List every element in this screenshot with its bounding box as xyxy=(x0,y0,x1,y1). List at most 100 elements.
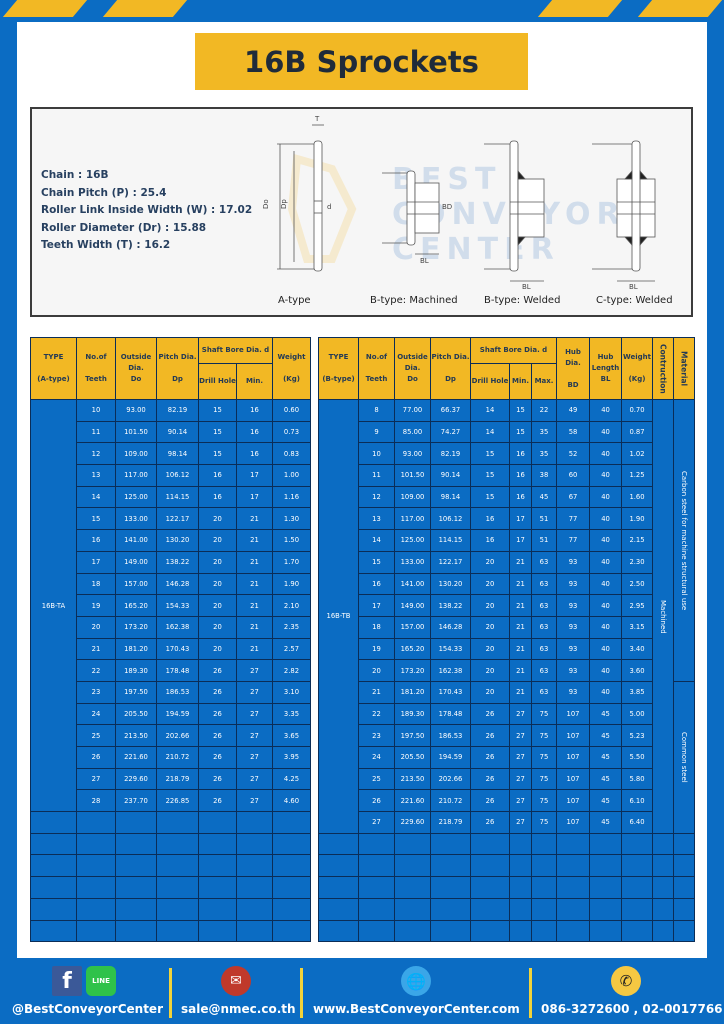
cell-hub-length: 45 xyxy=(589,811,623,834)
cell-outside-dia: 149.00 xyxy=(115,550,157,574)
label-dp: Dp xyxy=(280,199,288,209)
cell-drill-hole: 20 xyxy=(198,637,237,661)
cell-teeth: 24 xyxy=(358,746,395,769)
cell-hub-dia: 107 xyxy=(556,724,591,747)
cell-drill-hole: 15 xyxy=(198,399,237,422)
label-bd: BD xyxy=(442,203,452,211)
cell-min-bore: 27 xyxy=(236,767,273,791)
cell-outside-dia: 125.00 xyxy=(394,529,431,552)
cell-max-bore: 63 xyxy=(530,659,558,682)
table-row: 27 229.60 218.79 26 27 75 107 45 6.40 xyxy=(319,811,695,834)
table-row: 17 149.00 138.22 20 21 1.70 xyxy=(31,550,311,574)
empty-cell xyxy=(430,854,471,878)
cell-min-bore: 27 xyxy=(236,702,273,726)
cell-min-bore: 27 xyxy=(236,659,273,682)
cell-weight: 2.95 xyxy=(621,594,654,617)
cell-teeth: 12 xyxy=(358,485,395,509)
empty-cell xyxy=(556,876,591,899)
cell-outside-dia: 133.00 xyxy=(115,507,157,531)
empty-cell xyxy=(430,832,471,856)
table-row: 15 133.00 122.17 20 21 1.30 xyxy=(31,507,311,531)
empty-cell xyxy=(358,876,395,899)
phone-number[interactable]: 086-3272600 , 02-0017766 xyxy=(541,1002,723,1016)
cell-teeth: 15 xyxy=(358,550,395,574)
website-link[interactable]: www.BestConveyorCenter.com xyxy=(313,1002,520,1016)
cell-pitch-dia: 82.19 xyxy=(156,399,199,422)
empty-cell xyxy=(156,811,199,834)
cell-drill-hole: 15 xyxy=(470,485,510,509)
cell-pitch-dia: 210.72 xyxy=(156,746,199,769)
cell-outside-dia: 197.50 xyxy=(115,680,157,704)
cell-hub-dia: 107 xyxy=(556,746,591,769)
cell-hub-dia: 67 xyxy=(556,485,591,509)
cell-max-bore: 63 xyxy=(530,594,558,617)
cell-min-bore: 17 xyxy=(509,529,532,552)
cell-hub-length: 40 xyxy=(589,507,623,531)
cell-teeth: 25 xyxy=(76,724,116,747)
empty-cell xyxy=(556,919,591,943)
cell-teeth: 14 xyxy=(358,529,395,552)
empty-cell xyxy=(530,876,558,899)
empty-cell xyxy=(673,854,696,878)
social-handle[interactable]: @BestConveyorCenter xyxy=(12,1002,163,1016)
line-icon[interactable]: LINE xyxy=(86,966,116,996)
header-outside-dia: Outside Dia. Do xyxy=(394,337,431,400)
cell-hub-length: 40 xyxy=(589,485,623,509)
table-row: 13 117.00 106.12 16 17 1.00 xyxy=(31,464,311,487)
empty-cell xyxy=(530,832,558,856)
cell-pitch-dia: 226.85 xyxy=(156,789,199,813)
globe-icon: 🌐 xyxy=(401,966,431,996)
empty-row xyxy=(30,811,311,834)
cell-drill-hole: 14 xyxy=(470,420,510,444)
empty-cell xyxy=(358,897,395,921)
cell-hub-dia: 93 xyxy=(556,659,591,682)
cell-outside-dia: 149.00 xyxy=(394,594,431,617)
label-bl-welded: BL xyxy=(522,283,531,291)
cell-min-bore: 27 xyxy=(509,702,532,726)
empty-cell xyxy=(236,876,273,899)
facebook-icon[interactable]: f xyxy=(52,966,82,996)
empty-cell xyxy=(509,854,532,878)
empty-cell xyxy=(115,832,157,856)
cell-pitch-dia: 122.17 xyxy=(430,550,471,574)
cell-hub-length: 40 xyxy=(589,464,623,487)
cell-pitch-dia: 162.38 xyxy=(156,615,199,639)
cell-outside-dia: 93.00 xyxy=(115,399,157,422)
table-row: 16 141.00 130.20 20 21 63 93 40 2.50 xyxy=(319,572,695,596)
caption-b-type-welded: B-type: Welded xyxy=(484,295,561,306)
empty-cell xyxy=(673,897,696,921)
sprocket-drawings: BEST CONVEYOR CENTER xyxy=(262,115,656,291)
cell-weight: 4.25 xyxy=(272,767,311,791)
cell-min-bore: 16 xyxy=(509,442,532,466)
empty-cell xyxy=(30,854,77,878)
empty-cell xyxy=(115,897,157,921)
cell-hub-dia: 49 xyxy=(556,399,591,422)
cell-min-bore: 27 xyxy=(236,680,273,704)
cell-max-bore: 75 xyxy=(530,811,558,834)
cell-weight: 5.00 xyxy=(621,702,654,726)
cell-drill-hole: 26 xyxy=(198,702,237,726)
watermark-logo: BEST CONVEYOR CENTER xyxy=(287,153,620,267)
cell-weight: 0.83 xyxy=(272,442,311,466)
empty-row xyxy=(30,897,311,921)
email-link[interactable]: sale@nmec.co.th xyxy=(181,1002,296,1016)
empty-cell xyxy=(430,876,471,899)
empty-cell xyxy=(156,897,199,921)
cell-hub-length: 45 xyxy=(589,702,623,726)
cell-pitch-dia: 146.28 xyxy=(430,615,471,639)
cell-max-bore: 38 xyxy=(530,464,558,487)
cell-weight: 1.00 xyxy=(272,464,311,487)
cell-outside-dia: 221.60 xyxy=(115,746,157,769)
empty-cell xyxy=(358,919,395,943)
cell-hub-dia: 77 xyxy=(556,507,591,531)
header-type: TYPE (B-type) xyxy=(318,337,359,400)
cell-max-bore: 75 xyxy=(530,767,558,791)
cell-hub-length: 40 xyxy=(589,420,623,444)
cell-teeth: 18 xyxy=(358,615,395,639)
cell-drill-hole: 20 xyxy=(198,615,237,639)
table-row: 19 165.20 154.33 20 21 2.10 xyxy=(31,594,311,617)
cell-pitch-dia: 146.28 xyxy=(156,572,199,596)
cell-min-bore: 21 xyxy=(509,659,532,682)
empty-cell xyxy=(76,897,116,921)
table-row: 12 109.00 98.14 15 16 0.83 xyxy=(31,442,311,466)
